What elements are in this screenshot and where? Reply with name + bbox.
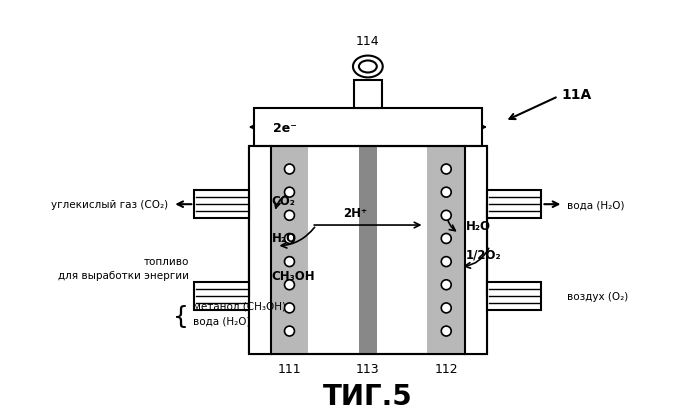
Text: {: {: [173, 304, 189, 328]
Circle shape: [284, 211, 294, 221]
Circle shape: [284, 165, 294, 175]
Bar: [359, 147, 377, 354]
Bar: [194, 282, 249, 310]
Bar: [354, 81, 382, 109]
Circle shape: [284, 234, 294, 244]
Bar: [487, 282, 542, 310]
Text: H₂O: H₂O: [466, 219, 491, 232]
Circle shape: [441, 303, 451, 313]
Circle shape: [284, 188, 294, 198]
Text: углекислый газ (CO₂): углекислый газ (CO₂): [51, 200, 168, 210]
Bar: [194, 191, 249, 218]
Ellipse shape: [353, 57, 383, 78]
Circle shape: [284, 257, 294, 267]
Text: 11A: 11A: [561, 88, 591, 102]
Circle shape: [441, 257, 451, 267]
Text: 111: 111: [278, 362, 301, 375]
Bar: [249, 147, 487, 354]
Circle shape: [441, 234, 451, 244]
Text: топливо
для выработки энергии: топливо для выработки энергии: [58, 257, 189, 280]
Circle shape: [284, 280, 294, 290]
Circle shape: [284, 326, 294, 336]
Bar: [271, 147, 308, 354]
Circle shape: [441, 280, 451, 290]
Circle shape: [441, 211, 451, 221]
Circle shape: [441, 165, 451, 175]
Text: 2H⁺: 2H⁺: [343, 206, 367, 219]
Text: 112: 112: [435, 362, 458, 375]
Bar: [249, 147, 271, 354]
Bar: [249, 147, 487, 354]
Circle shape: [284, 303, 294, 313]
Text: 113: 113: [356, 362, 380, 375]
Text: вода (H₂O): вода (H₂O): [193, 316, 251, 326]
Text: метанол (CH₃OH): метанол (CH₃OH): [193, 301, 286, 311]
Ellipse shape: [359, 61, 377, 73]
Circle shape: [441, 326, 451, 336]
Text: 2e⁻: 2e⁻: [273, 122, 296, 135]
Bar: [465, 147, 487, 354]
Text: H₂O: H₂O: [272, 231, 296, 244]
Bar: [427, 147, 465, 354]
Bar: [487, 191, 542, 218]
Text: CH₃OH: CH₃OH: [272, 269, 315, 282]
Text: ΤИГ.5: ΤИГ.5: [323, 382, 412, 410]
Text: 1/2O₂: 1/2O₂: [466, 248, 502, 261]
Text: CO₂: CO₂: [272, 194, 296, 207]
Circle shape: [441, 188, 451, 198]
Text: воздух (O₂): воздух (O₂): [568, 291, 628, 301]
Bar: [254, 109, 482, 147]
Text: 114: 114: [356, 35, 380, 48]
Text: вода (H₂O): вода (H₂O): [568, 200, 625, 210]
